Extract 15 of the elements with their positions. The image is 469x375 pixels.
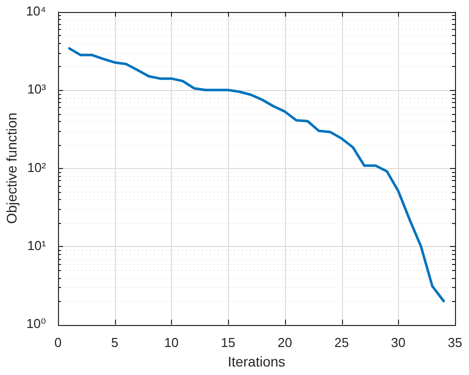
y-axis-title: Objective function <box>3 112 20 224</box>
x-tick-label: 10 <box>164 334 179 350</box>
y-tick-label: 10¹ <box>27 238 47 253</box>
x-tick-label: 15 <box>220 334 236 350</box>
x-tick-label: 20 <box>278 334 292 350</box>
y-tick-label: 10⁴ <box>26 3 46 18</box>
y-tick-label: 10⁰ <box>26 316 46 332</box>
x-tick-label: 30 <box>391 334 406 350</box>
y-tick-label: 10³ <box>27 82 47 97</box>
x-axis-title: Iterations <box>228 353 286 370</box>
x-tick-label: 5 <box>111 334 118 350</box>
y-tick-label: 10² <box>27 160 47 175</box>
x-tick-label: 25 <box>334 334 349 350</box>
x-tick-label: 35 <box>448 334 462 350</box>
x-tick-label: 0 <box>54 334 62 350</box>
